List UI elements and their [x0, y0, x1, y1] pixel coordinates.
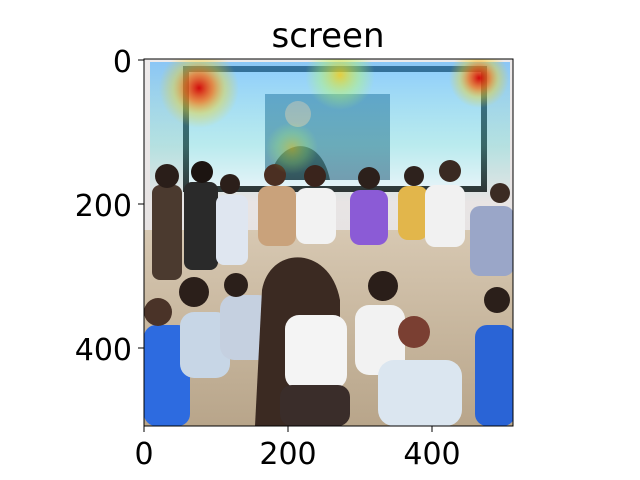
x-tick-label-400: 400 [403, 437, 460, 472]
figure-title: screen [271, 16, 384, 56]
heat-hotspot-center [305, 59, 375, 110]
y-tick-label-400: 400 [75, 333, 132, 368]
x-tick-label-0: 0 [134, 437, 153, 472]
image-panel [144, 59, 513, 426]
y-axis: 0 200 400 [75, 45, 144, 368]
heat-hotspot-left [159, 59, 239, 128]
students-back-row [152, 160, 513, 280]
heat-hotspot-mid [266, 122, 318, 174]
y-tick-label-0: 0 [113, 45, 132, 80]
y-tick-label-200: 200 [75, 189, 132, 224]
axes-frame [143, 58, 514, 427]
x-tick-label-200: 200 [259, 437, 316, 472]
students-front-row [144, 257, 513, 426]
x-axis: 0 200 400 [134, 426, 461, 472]
heat-hotspot-right [449, 59, 509, 108]
